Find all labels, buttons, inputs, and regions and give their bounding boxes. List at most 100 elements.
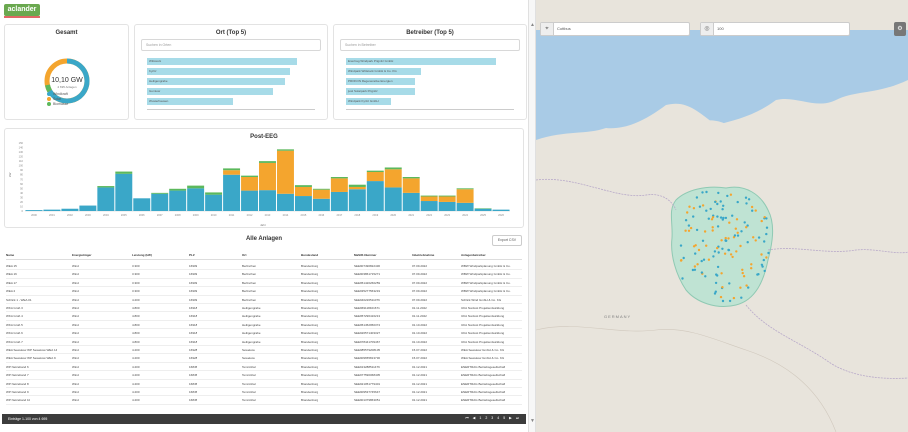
collapse-up-icon[interactable]: ▲	[530, 22, 535, 28]
table-row[interactable]: WP Netzeband 7 Wind 4.200 16845 Temnitztal Br…	[6, 371, 522, 380]
bar-windkraft-2009[interactable]	[187, 188, 205, 211]
map-marker[interactable]	[691, 268, 695, 272]
map-marker[interactable]	[716, 215, 719, 218]
pager-button[interactable]: 3	[491, 416, 494, 420]
map-marker[interactable]	[751, 209, 754, 212]
map-marker[interactable]	[715, 273, 718, 276]
map-marker[interactable]	[745, 202, 748, 205]
table-row[interactable]: WKA Groß 4 Wind 4.800 16918 Heiligengrabe Bra…	[6, 312, 522, 321]
map-marker[interactable]	[701, 204, 705, 207]
bar-windkraft-2012[interactable]	[241, 190, 259, 211]
column-header[interactable]: Inbetriebnahme	[412, 253, 435, 257]
map-marker[interactable]	[754, 209, 757, 212]
bar-biomasse-2019[interactable]	[366, 170, 384, 173]
bar-windkraft-2014[interactable]	[276, 193, 294, 211]
betreiber-search-input[interactable]: Suchen in Betreiber	[340, 39, 520, 51]
pager-button[interactable]: ⏭	[515, 416, 519, 420]
map-marker[interactable]	[739, 286, 742, 289]
map-marker[interactable]	[687, 229, 691, 232]
table-row[interactable]: WKA Groß 3 Wind 4.800 16918 Heiligengrabe Bra…	[6, 304, 522, 313]
bar-windkraft-2006[interactable]	[133, 198, 151, 211]
map-marker[interactable]	[721, 218, 724, 221]
bar-biomasse-2017[interactable]	[330, 177, 348, 179]
map-marker[interactable]	[729, 193, 733, 196]
map-marker[interactable]	[752, 236, 755, 239]
map-marker[interactable]	[744, 196, 748, 199]
table-row[interactable]: WP Netzeband 6 Wind 4.200 16845 Temnitztal Br…	[6, 363, 522, 372]
map-marker[interactable]	[742, 275, 746, 278]
bar-solar-2019[interactable]	[366, 172, 384, 182]
ort-search-input[interactable]: Suchen in Orten	[141, 39, 321, 51]
bar-biomasse-2005[interactable]	[115, 171, 133, 174]
pager-button[interactable]: 5	[503, 416, 506, 420]
map-marker[interactable]	[728, 221, 731, 224]
betreiber-bar[interactable]	[346, 88, 415, 95]
bar-windkraft-2021[interactable]	[402, 192, 420, 211]
map-marker[interactable]	[740, 230, 743, 233]
ort-bar[interactable]	[147, 88, 273, 95]
table-row[interactable]: WEA Sewekow WP Sewekow WEA 9 Wind 4.200 169…	[6, 354, 522, 363]
pager-button[interactable]: 1	[479, 416, 482, 420]
table-row[interactable]: WKA Groß 5 Wind 4.800 16918 Heiligengrabe Bra…	[6, 321, 522, 330]
map-marker[interactable]	[716, 265, 720, 269]
map-marker[interactable]	[707, 258, 711, 261]
map-marker[interactable]	[719, 295, 723, 299]
map-marker[interactable]	[693, 265, 697, 268]
bar-windkraft-2025[interactable]	[474, 208, 492, 211]
map-marker[interactable]	[763, 240, 766, 243]
map-marker[interactable]	[750, 263, 753, 266]
bar-solar-2013[interactable]	[259, 162, 276, 191]
map-marker[interactable]	[716, 202, 719, 206]
map-marker[interactable]	[680, 259, 683, 262]
bar-windkraft-2011[interactable]	[223, 174, 241, 211]
map-marker[interactable]	[704, 275, 707, 278]
bar-windkraft-2005[interactable]	[115, 173, 133, 211]
bar-solar-2021[interactable]	[402, 178, 420, 193]
map-marker[interactable]	[709, 207, 712, 211]
bar-solar-2017[interactable]	[330, 178, 348, 192]
map-marker[interactable]	[705, 209, 708, 212]
map-marker[interactable]	[763, 216, 766, 219]
map-marker[interactable]	[694, 244, 697, 247]
map-marker[interactable]	[693, 268, 697, 271]
bar-biomasse-2016[interactable]	[312, 188, 330, 190]
betreiber-bar[interactable]	[346, 58, 496, 65]
map-marker[interactable]	[747, 198, 751, 201]
betreiber-bar[interactable]	[346, 78, 415, 85]
app-logo[interactable]: aclander	[4, 4, 40, 16]
map-marker[interactable]	[714, 200, 717, 204]
bar-windkraft-2004[interactable]	[97, 187, 115, 211]
map-marker[interactable]	[698, 205, 702, 208]
map-marker[interactable]	[763, 269, 766, 273]
bar-windkraft-2026[interactable]	[492, 209, 510, 211]
map-marker[interactable]	[761, 265, 764, 268]
map-marker[interactable]	[735, 250, 738, 253]
map-marker[interactable]	[689, 226, 693, 230]
map-marker[interactable]	[687, 224, 691, 227]
map-marker[interactable]	[714, 290, 717, 293]
map-marker[interactable]	[681, 277, 684, 280]
map-marker[interactable]	[724, 236, 727, 240]
table-row[interactable]: Schlick 1 - WEA 01 Wind 4.200 16909 Berlinch…	[6, 296, 522, 304]
map-marker[interactable]	[729, 253, 733, 256]
column-header[interactable]: Energieträger	[72, 253, 92, 257]
map-marker[interactable]	[760, 253, 763, 256]
map-marker[interactable]	[740, 296, 743, 299]
map-marker[interactable]	[719, 216, 723, 219]
column-header[interactable]: Leistung (kW)	[132, 253, 152, 257]
bar-solar-2024[interactable]	[456, 189, 474, 203]
pager-button[interactable]: ▶	[509, 416, 512, 420]
bar-biomasse-2014[interactable]	[276, 149, 294, 151]
table-row[interactable]: WEA 16 Wind 3.300 16909 Berlinchen Brandenbur…	[6, 270, 522, 279]
pager-button[interactable]: ◀	[472, 416, 476, 420]
map-marker[interactable]	[723, 252, 727, 255]
table-row[interactable]: WEA Sewekow WP Sewekow WEA 14 Wind 4.200 16…	[6, 346, 522, 355]
map-settings-button[interactable]: ⚙	[894, 22, 906, 36]
bar-solar-2014[interactable]	[276, 150, 294, 194]
bar-windkraft-2019[interactable]	[366, 181, 384, 211]
map-marker[interactable]	[705, 190, 708, 194]
map-marker[interactable]	[720, 239, 723, 242]
map-marker[interactable]	[717, 191, 720, 195]
map-marker[interactable]	[756, 273, 759, 276]
map-panel[interactable]: GERMANY ⌖ Cottbus ◎ 100 ⚙	[536, 0, 908, 432]
